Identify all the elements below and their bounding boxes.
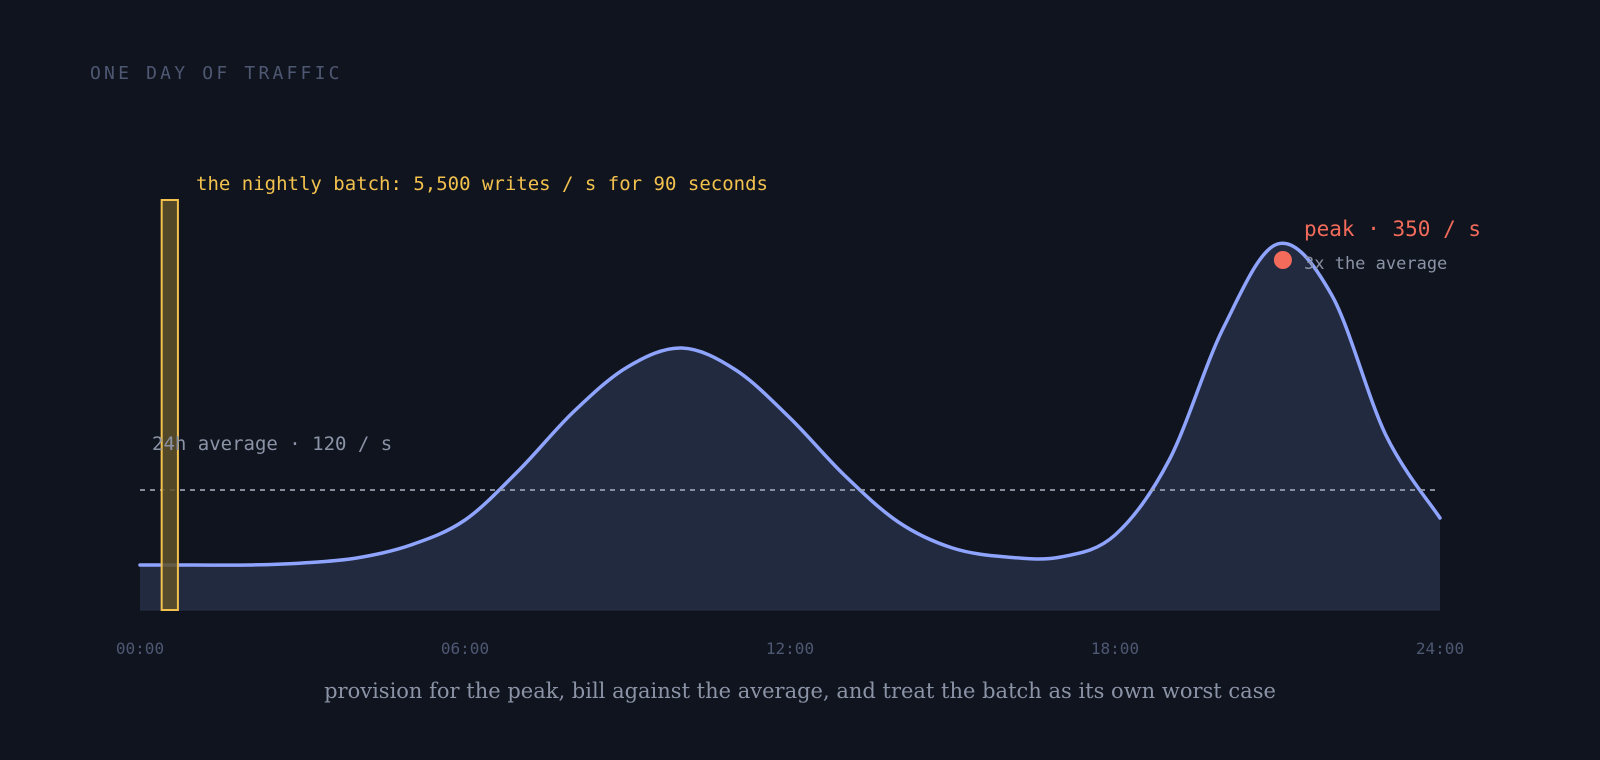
x-tick-label: 12:00 [766,639,814,658]
x-tick-label: 18:00 [1091,639,1139,658]
x-axis-ticks: 00:00 06:00 12:00 18:00 24:00 [116,639,1464,658]
peak-marker [1273,251,1292,269]
x-tick-label: 06:00 [441,639,489,658]
traffic-area [140,243,1440,610]
chart-caption: provision for the peak, bill against the… [324,679,1276,703]
average-label: 24h average · 120 / s [152,433,392,455]
chart-title: ONE DAY OF TRAFFIC [90,63,343,84]
peak-sublabel: 3x the average [1304,254,1447,274]
x-tick-label: 00:00 [116,639,164,658]
x-tick-label: 24:00 [1416,639,1464,658]
peak-label: peak · 350 / s [1304,217,1481,241]
traffic-line [138,241,1442,567]
nightly-batch-bar [160,199,179,611]
batch-annotation: the nightly batch: 5,500 writes / s for … [196,173,768,195]
plot-area [138,199,1442,611]
